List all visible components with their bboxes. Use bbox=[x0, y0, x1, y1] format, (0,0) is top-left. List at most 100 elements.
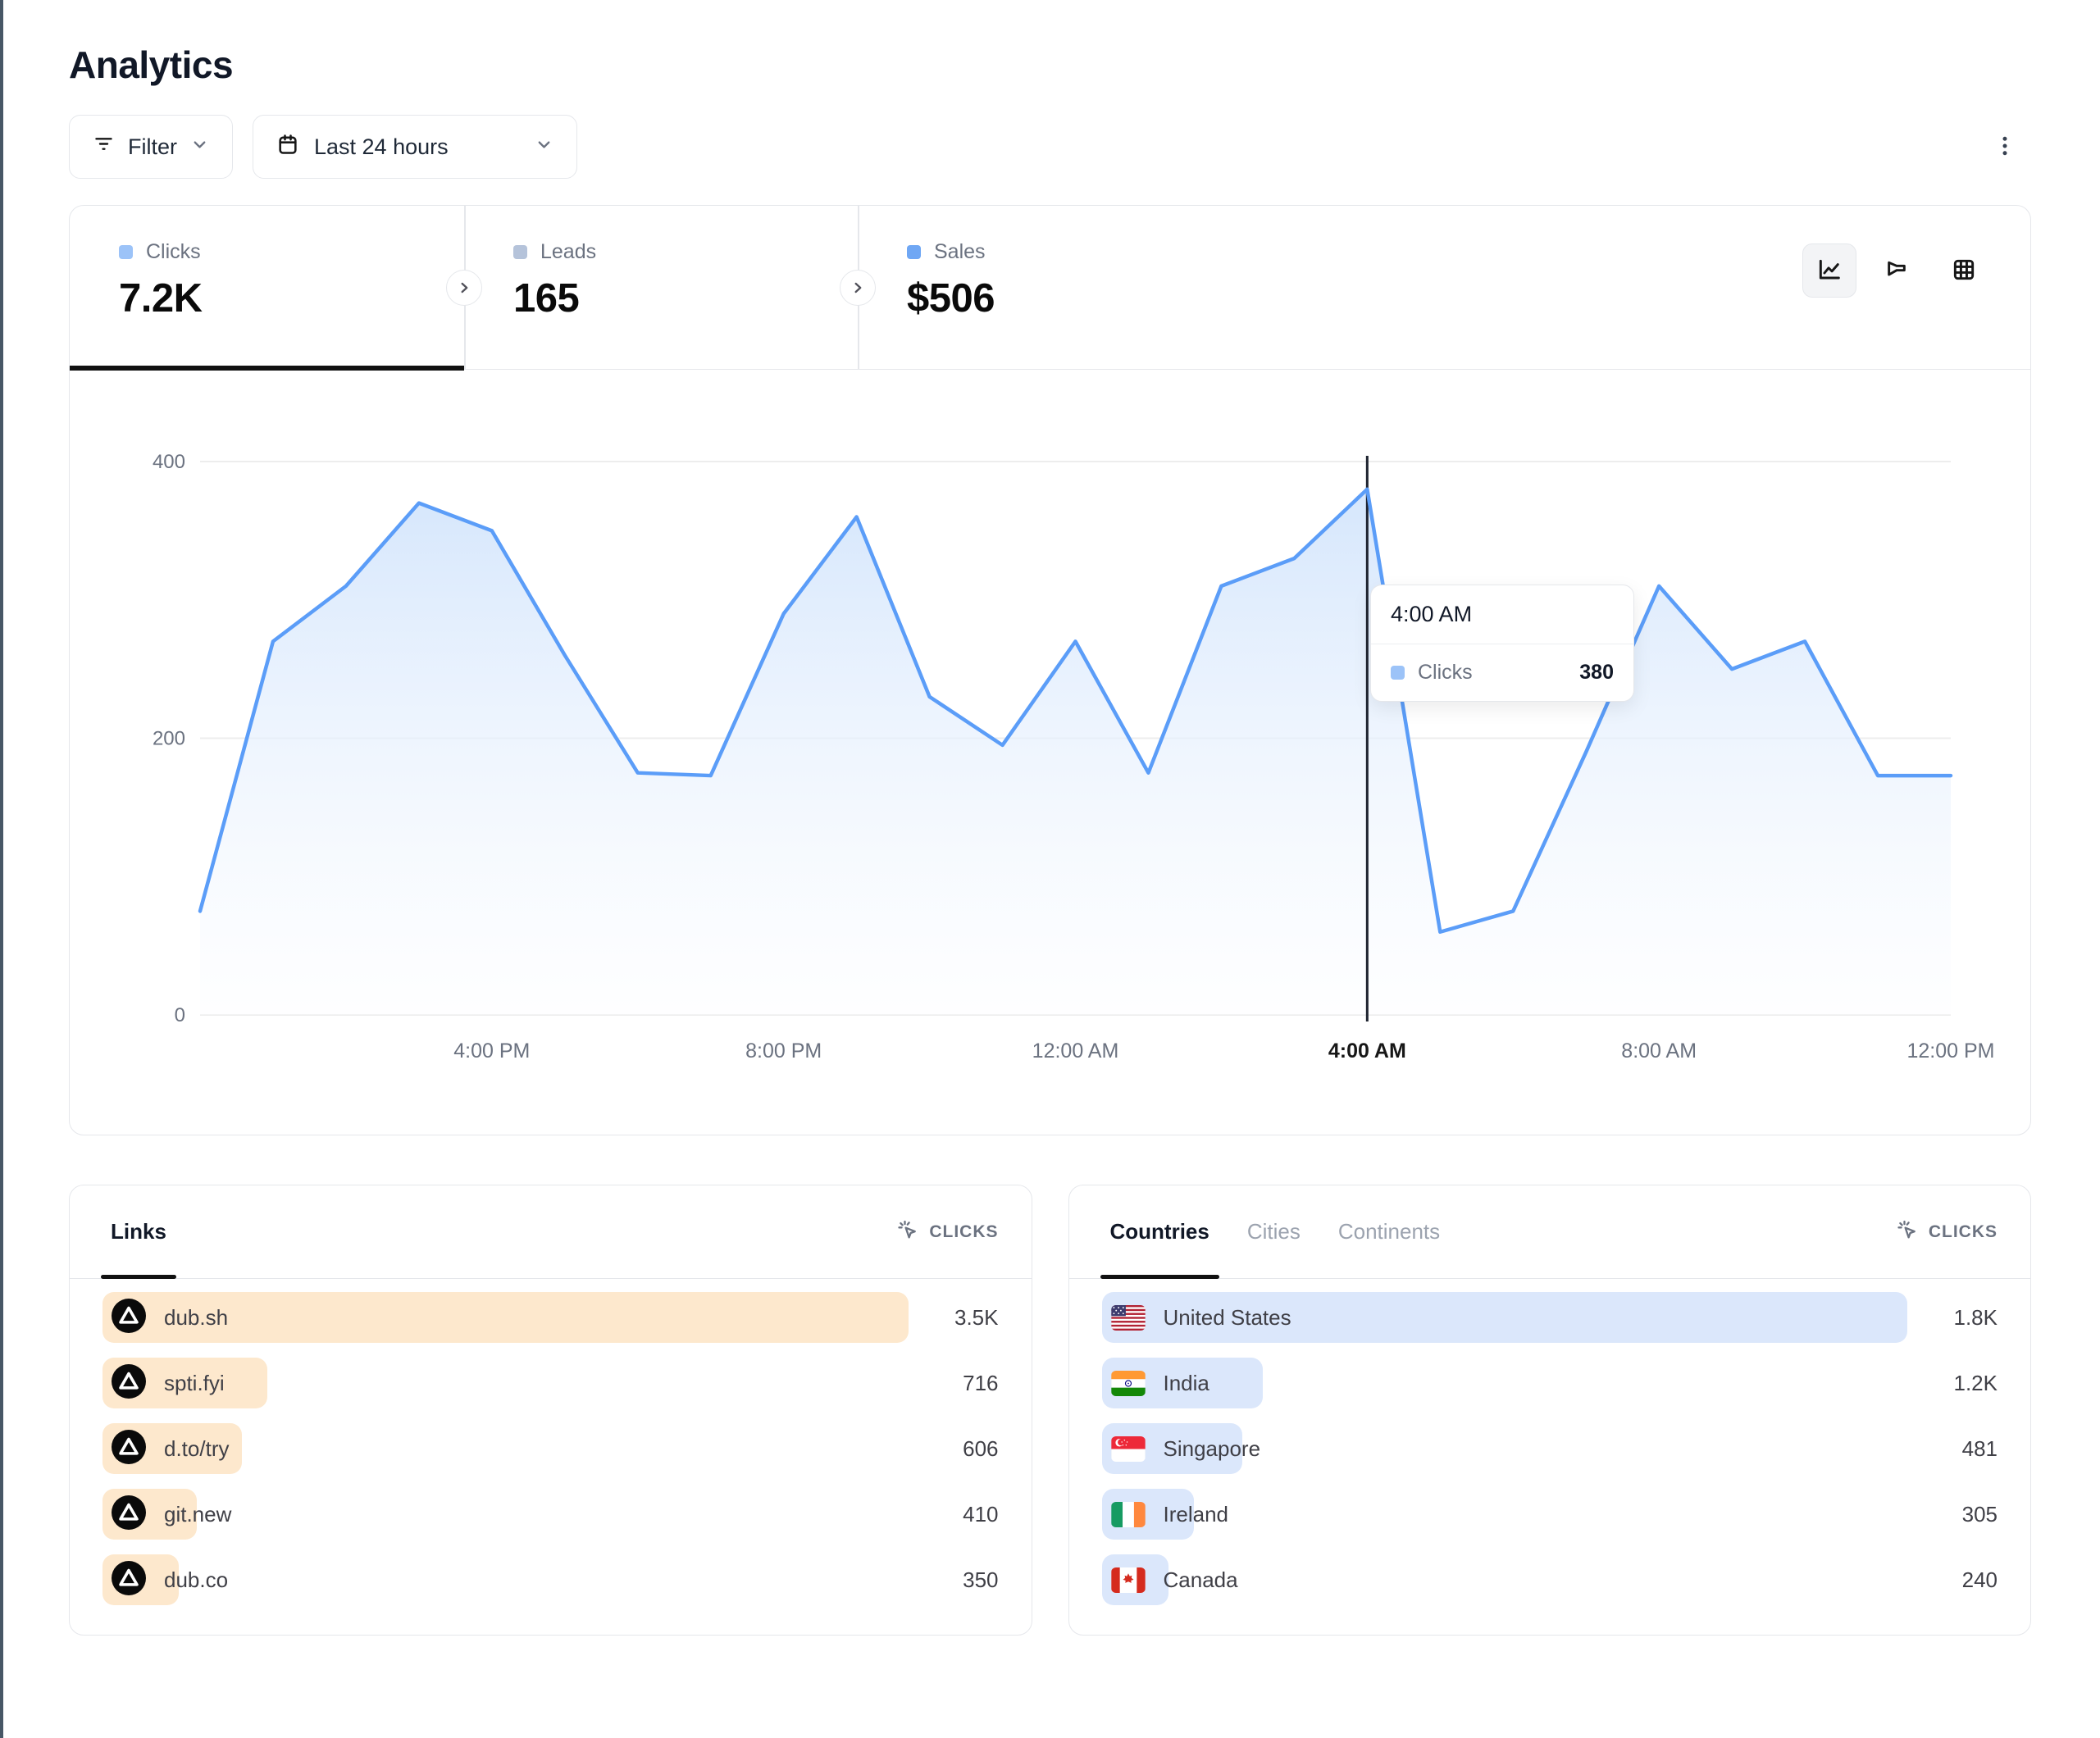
tab-leads[interactable]: Leads 165 bbox=[464, 206, 858, 370]
country-label: Ireland bbox=[1163, 1501, 1229, 1526]
leads-legend-chip-icon bbox=[513, 245, 527, 259]
tab-countries[interactable]: Countries bbox=[1100, 1185, 1220, 1279]
country-bar[interactable]: Ireland bbox=[1101, 1489, 1228, 1540]
link-bar[interactable]: d.to/try bbox=[102, 1423, 242, 1474]
countries-panel: Countries Cities Continents CLICKS Unite… bbox=[1068, 1185, 2031, 1636]
countries-list: United States 1.8K India 1.2K Singapore 481 Ir… bbox=[1069, 1279, 2031, 1605]
links-panel-header: Links CLICKS bbox=[70, 1185, 1032, 1279]
calendar-icon bbox=[276, 133, 299, 162]
country-bar-track: India bbox=[1101, 1358, 1908, 1408]
chevron-down-icon bbox=[190, 134, 209, 160]
line-chart-view-button[interactable] bbox=[1802, 243, 1856, 298]
india-flag-icon bbox=[1110, 1370, 1146, 1396]
x-axis-tick-label: 8:00 PM bbox=[745, 1040, 822, 1062]
table-view-button[interactable] bbox=[1937, 243, 1991, 298]
line-chart-icon bbox=[1816, 257, 1843, 285]
dub-logo-icon bbox=[112, 1495, 146, 1534]
link-bar-track: dub.sh bbox=[102, 1292, 909, 1343]
country-row: Canada 240 bbox=[1101, 1554, 1998, 1605]
link-bar-track: d.to/try bbox=[102, 1423, 909, 1474]
link-bar[interactable]: spti.fyi bbox=[102, 1358, 268, 1408]
country-value: 1.8K bbox=[1953, 1304, 1998, 1330]
filter-button[interactable]: Filter bbox=[69, 115, 233, 179]
country-bar[interactable]: India bbox=[1101, 1358, 1263, 1408]
clicks-tab-value: 7.2K bbox=[119, 276, 203, 321]
country-bar[interactable]: Singapore bbox=[1101, 1423, 1260, 1474]
country-label: Canada bbox=[1163, 1567, 1238, 1592]
country-label: United States bbox=[1163, 1304, 1291, 1330]
us-flag-icon bbox=[1110, 1304, 1146, 1331]
country-bar[interactable]: Canada bbox=[1101, 1554, 1238, 1605]
cursor-click-icon bbox=[896, 1218, 919, 1246]
tab-sales[interactable]: Sales $506 bbox=[858, 206, 1251, 370]
link-row: spti.fyi 716 bbox=[102, 1358, 999, 1408]
dub-logo-icon bbox=[112, 1560, 146, 1599]
link-row: d.to/try 606 bbox=[102, 1423, 999, 1474]
countries-panel-header: Countries Cities Continents CLICKS bbox=[1068, 1185, 2030, 1279]
chart-view-toggles bbox=[1802, 243, 1991, 298]
canada-flag-icon bbox=[1110, 1567, 1146, 1593]
x-axis-tick-label: 12:00 PM bbox=[1906, 1040, 1994, 1062]
clicks-timeseries-chart[interactable]: 0 200 400 4:00 PM 8:00 PM 12:00 AM 4:00 AM 8:00… bbox=[70, 370, 2029, 1135]
grid-table-icon bbox=[1951, 257, 1977, 285]
filter-button-label: Filter bbox=[128, 134, 177, 159]
clicks-legend-chip-icon bbox=[119, 245, 133, 259]
link-value: 606 bbox=[963, 1435, 999, 1461]
stats-tab-bar: Clicks 7.2K Leads 165 Sales $506 bbox=[70, 206, 2030, 371]
links-metric-selector[interactable]: CLICKS bbox=[896, 1218, 998, 1246]
y-axis-tick-label: 0 bbox=[175, 1004, 185, 1026]
country-value: 305 bbox=[1961, 1501, 1998, 1526]
link-value: 350 bbox=[963, 1567, 999, 1592]
link-value: 3.5K bbox=[954, 1304, 999, 1330]
x-axis-tick-label: 12:00 AM bbox=[1032, 1040, 1119, 1062]
link-label: dub.co bbox=[164, 1567, 229, 1592]
expand-leads-chevron-button[interactable] bbox=[840, 270, 876, 306]
dub-logo-icon bbox=[112, 1298, 146, 1337]
country-row: United States 1.8K bbox=[1101, 1292, 1998, 1343]
country-bar-track: Ireland bbox=[1101, 1489, 1908, 1540]
tab-clicks[interactable]: Clicks 7.2K bbox=[70, 206, 464, 370]
analytics-chart-card: Clicks 7.2K Leads 165 Sales $506 bbox=[69, 205, 2031, 1135]
funnel-icon bbox=[1884, 257, 1910, 285]
links-list: dub.sh 3.5K spti.fyi 716 d.to/try 606 git.new 4… bbox=[70, 1279, 1032, 1605]
country-bar[interactable]: United States bbox=[1101, 1292, 1907, 1343]
expand-clicks-chevron-button[interactable] bbox=[446, 270, 482, 306]
tab-links[interactable]: Links bbox=[101, 1185, 176, 1279]
analytics-page: Analytics Filter Last 24 hours Clicks 7.… bbox=[69, 0, 2031, 1636]
x-axis-tick-label: 8:00 AM bbox=[1621, 1040, 1697, 1062]
dub-logo-icon bbox=[112, 1363, 146, 1403]
link-bar[interactable]: dub.sh bbox=[102, 1292, 909, 1343]
page-left-edge-strip bbox=[0, 0, 3, 1738]
cursor-click-icon bbox=[1896, 1218, 1919, 1246]
countries-metric-selector[interactable]: CLICKS bbox=[1896, 1218, 1998, 1246]
sales-tab-label: Sales bbox=[934, 240, 986, 263]
country-value: 240 bbox=[1961, 1567, 1998, 1592]
funnel-view-button[interactable] bbox=[1870, 243, 1924, 298]
link-row: dub.sh 3.5K bbox=[102, 1292, 999, 1343]
y-axis-tick-label: 200 bbox=[153, 728, 185, 750]
chevron-down-icon bbox=[535, 134, 553, 160]
link-value: 410 bbox=[963, 1501, 999, 1526]
sales-tab-value: $506 bbox=[907, 276, 995, 321]
more-options-button[interactable] bbox=[1979, 118, 2031, 175]
country-bar-track: Singapore bbox=[1101, 1423, 1908, 1474]
active-tab-underline bbox=[70, 366, 464, 371]
sales-legend-chip-icon bbox=[907, 245, 921, 259]
link-row: git.new 410 bbox=[102, 1489, 999, 1540]
tab-continents[interactable]: Continents bbox=[1337, 1219, 1441, 1244]
countries-metric-label: CLICKS bbox=[1928, 1222, 1998, 1241]
country-bar-track: Canada bbox=[1101, 1554, 1908, 1605]
country-row: Singapore 481 bbox=[1101, 1423, 1998, 1474]
link-row: dub.co 350 bbox=[102, 1554, 999, 1605]
link-bar[interactable]: git.new bbox=[102, 1489, 231, 1540]
area-chart-canvas[interactable]: 0 200 400 4:00 PM 8:00 PM 12:00 AM 4:00 AM 8:00… bbox=[70, 370, 2029, 1135]
tooltip-value: 380 bbox=[1579, 661, 1614, 684]
x-axis-tick-label: 4:00 PM bbox=[453, 1040, 530, 1062]
date-range-button[interactable]: Last 24 hours bbox=[253, 115, 577, 179]
kebab-menu-icon bbox=[1993, 134, 2017, 161]
link-bar[interactable]: dub.co bbox=[102, 1554, 228, 1605]
x-axis-tick-label: 4:00 AM bbox=[1328, 1040, 1406, 1062]
toolbar: Filter Last 24 hours bbox=[69, 115, 2031, 179]
tab-cities[interactable]: Cities bbox=[1246, 1219, 1301, 1244]
link-label: d.to/try bbox=[164, 1435, 230, 1461]
